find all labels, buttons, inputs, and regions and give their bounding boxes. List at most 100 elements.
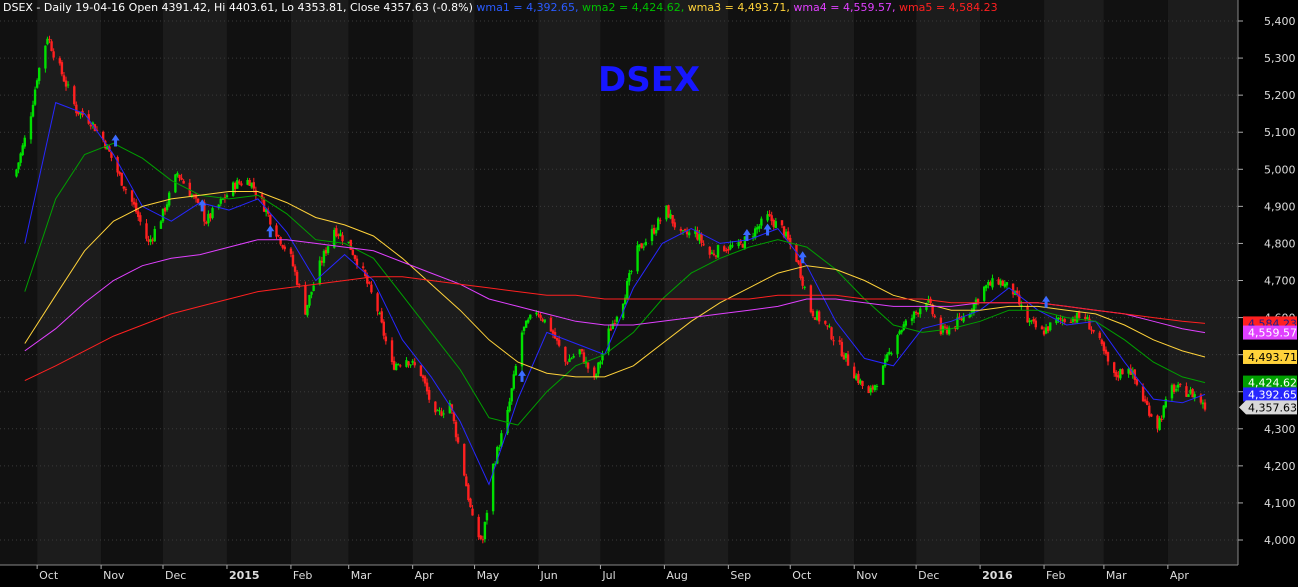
candle-body: [132, 201, 136, 205]
candle-body: [896, 335, 899, 354]
candle-body: [139, 215, 142, 222]
x-tick-label: Mar: [351, 569, 372, 582]
candle-body: [269, 214, 272, 225]
price-tag-label: 4,559.57: [1248, 327, 1297, 340]
candle-body: [15, 169, 18, 177]
candle-body: [1005, 282, 1009, 286]
candle-body: [392, 360, 396, 370]
candle-body: [780, 220, 784, 226]
candle-body: [48, 39, 51, 41]
candle-body: [537, 314, 540, 316]
candle-body: [130, 190, 134, 202]
candle-body: [260, 194, 264, 199]
candle-body: [789, 237, 792, 245]
buy-signal-arrow: [1042, 295, 1051, 308]
candle-body: [322, 250, 326, 263]
candle-body: [264, 209, 268, 213]
candle-body: [859, 380, 862, 384]
candle-body: [341, 235, 344, 242]
buy-signal-arrow: [742, 229, 751, 242]
candle-body: [623, 297, 627, 305]
candle-body: [535, 312, 538, 315]
candle-body: [217, 204, 220, 208]
candle-body: [939, 317, 943, 335]
candle-body: [797, 260, 800, 264]
candle-body: [1187, 394, 1190, 397]
candle-body: [361, 266, 365, 269]
x-tick-label: Oct: [39, 569, 59, 582]
candle-body: [712, 253, 716, 255]
x-axis: Oct Nov Dec 2015 Feb Mar Apr May Jun Jul Aug Sep Oct…: [0, 564, 1238, 582]
header-wma5: wma5 = 4,584.23: [898, 1, 998, 14]
price-tag-label: 4,493.71: [1248, 351, 1297, 364]
candle-body: [607, 328, 610, 352]
candle-body: [737, 242, 740, 247]
candle-body: [799, 263, 802, 278]
candle-body: [652, 227, 656, 234]
candle-body: [669, 213, 672, 219]
candle-body: [753, 228, 757, 239]
candle-body: [465, 476, 468, 487]
wma1-line: [24, 101, 1206, 486]
candle-body: [698, 234, 701, 241]
candle-body: [803, 286, 806, 288]
candle-body: [1069, 321, 1073, 323]
candle-body: [75, 104, 78, 114]
candle-body: [467, 484, 470, 501]
candle-body: [149, 239, 152, 242]
candle-body: [931, 304, 934, 315]
candle-body: [421, 375, 425, 379]
candle-body: [151, 239, 154, 241]
candle-body: [483, 521, 487, 540]
candle-body: [817, 311, 821, 322]
candle-body: [1018, 294, 1021, 305]
candle-body: [549, 317, 553, 332]
candle-body: [772, 220, 775, 227]
x-tick-label: Apr: [415, 569, 435, 582]
candle-body: [811, 310, 815, 317]
candle-body: [66, 84, 70, 86]
candle-body: [593, 367, 596, 377]
candle-body: [1044, 327, 1048, 334]
candle-body: [786, 231, 790, 240]
candle-body: [644, 241, 648, 246]
candle-body: [1034, 320, 1037, 328]
y-axis-panel: [1238, 0, 1298, 583]
candle-body: [1040, 326, 1044, 330]
candle-body: [708, 246, 711, 255]
candle-body: [1121, 369, 1124, 375]
candle-body: [1016, 290, 1019, 296]
candle-body: [479, 535, 482, 539]
candle-body: [116, 156, 119, 173]
candle-body: [782, 226, 786, 238]
candle-body: [640, 243, 643, 249]
buy-signal-arrow: [518, 369, 527, 382]
candle-body: [1174, 389, 1178, 391]
candle-body: [101, 131, 105, 141]
candle-body: [248, 180, 251, 186]
candle-body: [118, 171, 121, 175]
candle-body: [89, 124, 92, 127]
buy-signal-arrow: [266, 225, 275, 238]
candle-body: [846, 354, 850, 366]
candle-body: [1003, 283, 1007, 287]
header-wma3: wma3 = 4,493.71,: [687, 1, 794, 14]
candle-body: [250, 182, 253, 188]
candle-body: [869, 387, 872, 393]
candle-body: [1073, 319, 1077, 321]
candle-body: [801, 276, 804, 286]
x-tick-label: Apr: [1170, 569, 1190, 582]
candle-body: [1141, 386, 1145, 402]
candle-body: [867, 386, 870, 394]
candle-body: [613, 323, 617, 325]
candle-body: [1129, 368, 1132, 375]
candle-body: [510, 388, 513, 402]
month-band: [916, 0, 981, 565]
candle-body: [469, 498, 472, 508]
candle-body: [411, 360, 414, 363]
candle-body: [498, 447, 501, 449]
candle-body: [209, 213, 212, 219]
candle-body: [304, 284, 307, 315]
candle-body: [1193, 394, 1196, 399]
candle-body: [77, 111, 80, 115]
